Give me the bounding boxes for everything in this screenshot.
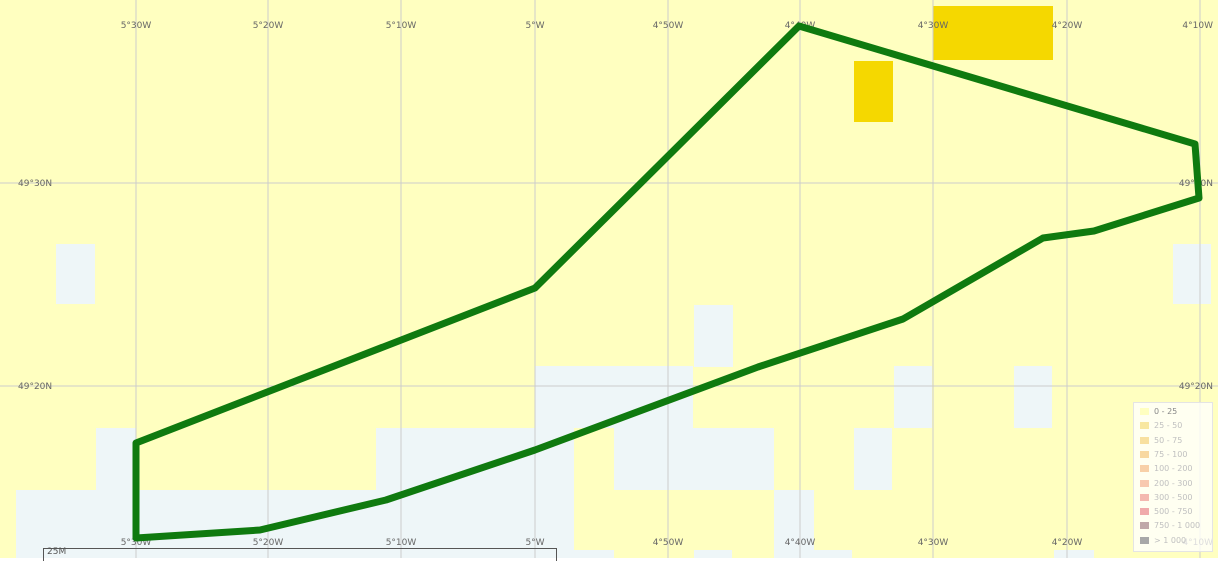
legend-label: 50 - 75 [1154, 435, 1183, 445]
legend-label: 750 - 1 000 [1154, 521, 1201, 531]
low-density-cell [56, 244, 95, 304]
high-density-cell [933, 6, 1053, 60]
legend-item: 100 - 200 [1138, 462, 1212, 476]
legend-label: 100 - 200 [1154, 464, 1193, 474]
legend-label: 0 - 25 [1154, 407, 1178, 416]
longitude-label-bottom: 4°30W [918, 538, 949, 548]
legend-item: 500 - 750 [1138, 505, 1212, 519]
legend-swatch [1140, 536, 1149, 544]
legend-label: 25 - 50 [1154, 421, 1183, 431]
low-density-cell [694, 550, 732, 558]
legend-label: 200 - 300 [1154, 478, 1193, 488]
longitude-label-top: 5°20W [253, 21, 284, 31]
legend-item: 300 - 500 [1138, 491, 1212, 505]
legend-item: 0 - 25 [1138, 405, 1212, 419]
longitude-label-bottom: 4°40W [785, 538, 816, 548]
legend-label: 75 - 100 [1154, 449, 1188, 459]
map-legend: 0 - 25 25 - 50 50 - 75 75 - 100 100 - 200 200… [1133, 402, 1213, 552]
low-density-cell [16, 490, 136, 558]
legend-label: > 1 000 [1154, 535, 1187, 545]
legend-swatch [1140, 493, 1149, 501]
low-density-cell [1173, 244, 1211, 304]
low-density-cell [814, 550, 852, 558]
legend-swatch [1140, 450, 1149, 458]
longitude-label-top: 4°20W [1052, 21, 1083, 31]
longitude-label-bottom: 5°W [525, 538, 544, 548]
legend-swatch [1140, 408, 1149, 415]
area-outline[interactable] [132, 22, 1203, 542]
longitude-label-bottom: 5°30W [121, 538, 152, 548]
scale-bar [43, 548, 557, 561]
high-density-cell [854, 61, 893, 122]
legend-item: 200 - 300 [1138, 477, 1212, 491]
longitude-label-top: 5°10W [386, 21, 417, 31]
longitude-label-bottom: 5°20W [253, 538, 284, 548]
legend-item: > 1 000 [1138, 534, 1212, 548]
longitude-label-top: 4°50W [653, 21, 684, 31]
legend-swatch [1140, 436, 1149, 444]
longitude-label-top: 5°30W [121, 21, 152, 31]
legend-item: 50 - 75 [1138, 434, 1212, 448]
low-density-cell [894, 366, 932, 428]
legend-swatch [1140, 422, 1149, 430]
longitude-label-top: 5°W [525, 21, 544, 31]
latitude-label-left: 49°30N [18, 179, 52, 189]
latitude-label-left: 49°20N [18, 382, 52, 392]
legend-swatch [1140, 465, 1149, 473]
low-density-cell [1014, 366, 1052, 428]
legend-label: 500 - 750 [1154, 507, 1193, 517]
longitude-label-bottom: 4°50W [653, 538, 684, 548]
longitude-label-bottom: 5°10W [386, 538, 417, 548]
legend-label: 300 - 500 [1154, 492, 1193, 502]
low-density-cell [136, 490, 376, 558]
low-density-cell [614, 428, 774, 490]
low-density-cell [574, 550, 614, 558]
legend-swatch [1140, 508, 1149, 516]
low-density-cell [1054, 550, 1094, 558]
scale-label: 25M [47, 547, 67, 557]
legend-swatch [1140, 479, 1149, 487]
low-density-cell [694, 305, 733, 367]
latitude-label-right: 49°20N [1179, 382, 1213, 392]
legend-item: 750 - 1 000 [1138, 519, 1212, 533]
longitude-label-top: 4°10W [1182, 21, 1213, 31]
low-density-cell [774, 490, 814, 558]
low-density-cell [854, 428, 892, 490]
longitude-label-top: 4°30W [918, 21, 949, 31]
legend-item: 25 - 50 [1138, 419, 1212, 433]
legend-item: 75 - 100 [1138, 448, 1212, 462]
legend-swatch [1140, 522, 1149, 530]
longitude-label-bottom: 4°20W [1052, 538, 1083, 548]
